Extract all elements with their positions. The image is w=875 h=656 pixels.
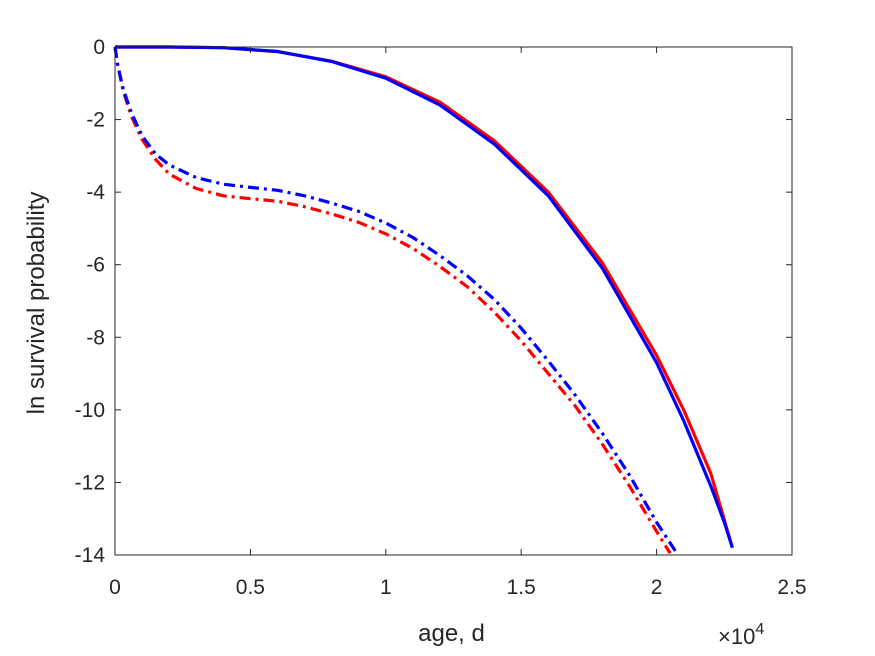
x-axis-label: age, d	[418, 620, 485, 647]
x-tick-label: 0	[109, 576, 121, 599]
y-tick-label: -8	[86, 326, 105, 349]
x-tick-label: 0.5	[236, 576, 265, 599]
y-tick-label: -4	[86, 181, 105, 204]
x-multiplier-base: ×10	[718, 624, 755, 649]
y-tick-label: 0	[93, 36, 105, 59]
x-tick-label: 2.5	[777, 576, 806, 599]
y-tick-label: -2	[86, 109, 105, 132]
axes-box	[114, 46, 793, 556]
x-tick-label: 2	[651, 576, 663, 599]
x-multiplier-exponent: 4	[755, 621, 764, 638]
x-multiplier: ×104	[718, 621, 764, 649]
y-ticks: 0 -2 -4 -6 -8 -10 -12 -14	[75, 36, 792, 567]
series-line-4	[113, 46, 677, 553]
y-tick-label: -12	[75, 471, 105, 494]
x-ticks: 0 0.5 1 1.5 2 2.5	[109, 47, 807, 599]
y-tick-label: -10	[75, 399, 105, 422]
y-axis-label: ln survival probability	[23, 192, 50, 415]
series-line-3	[113, 46, 672, 555]
y-tick-label: -6	[86, 254, 105, 277]
x-tick-label: 1.5	[507, 576, 536, 599]
y-tick-label: -14	[75, 544, 106, 567]
series-lines	[113, 45, 734, 555]
series-line-1	[115, 45, 734, 549]
x-tick-label: 1	[380, 576, 392, 599]
series-line-2	[115, 45, 734, 549]
